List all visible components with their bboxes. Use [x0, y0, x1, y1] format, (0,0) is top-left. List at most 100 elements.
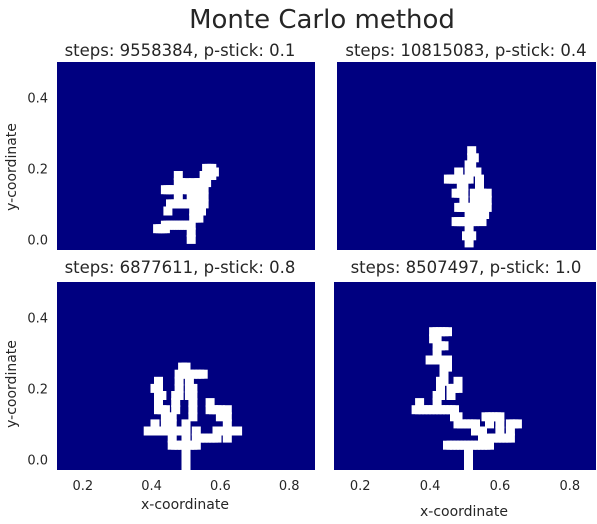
cluster-cell — [188, 383, 198, 393]
cluster-cell — [482, 202, 492, 212]
cluster-cell — [191, 426, 201, 436]
cluster-cell — [199, 171, 209, 180]
cluster-cell — [477, 217, 487, 227]
x-tick-label: 0.8 — [279, 479, 300, 494]
cluster-cell — [469, 188, 479, 198]
cluster-cell — [233, 426, 243, 436]
cluster-cell — [181, 178, 191, 188]
cluster-cell — [454, 202, 464, 212]
cluster-cell — [495, 426, 505, 436]
cluster-cell — [478, 433, 487, 443]
cluster-cell — [181, 419, 191, 429]
x-tick-label: 0.4 — [420, 479, 441, 494]
cluster-cell — [443, 362, 452, 372]
cluster-cell — [166, 199, 175, 209]
cluster-cell — [467, 160, 477, 170]
cluster-cell — [171, 398, 181, 408]
cluster-cell — [453, 383, 463, 393]
panel-p-stick-0.1: steps: 9558384, p-stick: 0.1 0.0 0.2 0.4 y… — [4, 41, 315, 250]
cluster-cell — [475, 181, 484, 191]
cluster-cell — [184, 376, 194, 386]
cluster-cell — [222, 419, 232, 429]
cluster-cell — [464, 224, 474, 234]
cluster-cell — [451, 188, 461, 198]
y-ticks: 0.0 0.2 0.4 — [27, 311, 48, 468]
cluster-cell — [205, 398, 215, 408]
cluster-cell — [459, 195, 469, 205]
cluster-cell — [475, 174, 484, 184]
cluster-cells — [411, 327, 522, 470]
cluster-cell — [154, 405, 163, 415]
panel-title: steps: 9558384, p-stick: 0.1 — [65, 41, 296, 60]
y-tick-label: 0.0 — [27, 233, 48, 248]
cluster-cell — [199, 185, 209, 195]
cluster-cell — [181, 362, 191, 372]
cluster-cell — [467, 146, 477, 156]
cluster-cell — [173, 192, 183, 202]
cluster-cell — [189, 178, 199, 188]
cluster-cell — [173, 171, 183, 180]
cluster-cell — [495, 419, 505, 429]
cluster-cell — [174, 376, 184, 386]
cluster-cell — [469, 210, 479, 219]
cluster-cell — [198, 369, 208, 379]
cluster-cell — [453, 376, 463, 386]
cluster-cell — [181, 461, 191, 470]
panel-title: steps: 8507497, p-stick: 1.0 — [351, 258, 582, 277]
y-axis-label: y-coordinate — [4, 123, 20, 211]
x-tick-label: 0.6 — [210, 479, 231, 494]
cluster-cell — [189, 192, 199, 202]
cluster-cell — [160, 185, 170, 195]
cluster-cell — [446, 391, 456, 400]
panel-title: steps: 6877611, p-stick: 0.8 — [65, 258, 296, 277]
cluster-cell — [469, 202, 479, 212]
cluster-cell — [469, 195, 479, 205]
cluster-cell — [432, 348, 442, 358]
cluster-cells — [153, 163, 219, 244]
cluster-cell — [154, 376, 163, 386]
cluster-cell — [186, 227, 196, 237]
cluster-cell — [467, 231, 477, 241]
cluster-cell — [443, 327, 452, 337]
cluster-cell — [160, 419, 170, 429]
cluster-cell — [222, 412, 232, 422]
cluster-cell — [443, 440, 452, 450]
cluster-cell — [464, 454, 473, 464]
cluster-cell — [453, 419, 463, 429]
cluster-cell — [194, 213, 204, 223]
cluster-cell — [477, 195, 487, 205]
cluster-cell — [171, 405, 181, 415]
y-tick-label: 0.4 — [27, 311, 48, 326]
cluster-cell — [167, 412, 177, 422]
panel-p-stick-1.0: steps: 8507497, p-stick: 1.0 0.2 0.4 0.6 0.… — [334, 258, 596, 520]
cluster-cell — [439, 369, 449, 379]
cluster-cell — [469, 217, 479, 227]
cluster-cell — [181, 447, 191, 457]
cluster-cell — [464, 238, 474, 248]
cluster-cell — [188, 405, 198, 415]
cluster-cell — [482, 195, 492, 205]
cluster-cell — [181, 433, 191, 443]
cluster-cell — [464, 174, 474, 184]
cluster-cells — [443, 146, 492, 248]
cluster-cell — [411, 405, 421, 415]
cluster-cell — [432, 398, 442, 408]
cluster-cell — [485, 440, 494, 450]
plot-area — [57, 62, 315, 250]
panel-p-stick-0.8: steps: 6877611, p-stick: 0.8 0.0 0.2 0.4 0… — [4, 258, 315, 513]
cluster-cell — [477, 188, 487, 198]
cluster-cell — [163, 206, 173, 216]
cluster-cell — [475, 202, 484, 212]
cluster-cell — [154, 391, 163, 400]
cluster-cell — [191, 440, 201, 450]
cluster-cell — [215, 412, 225, 422]
cluster-cell — [485, 419, 494, 429]
cluster-cell — [150, 383, 160, 393]
cluster-cell — [443, 174, 453, 184]
cluster-cell — [425, 355, 435, 365]
cluster-cell — [462, 231, 471, 241]
cluster-cell — [505, 426, 515, 436]
cluster-cell — [176, 178, 186, 188]
cluster-cell — [167, 419, 177, 429]
cluster-cell — [512, 419, 522, 429]
